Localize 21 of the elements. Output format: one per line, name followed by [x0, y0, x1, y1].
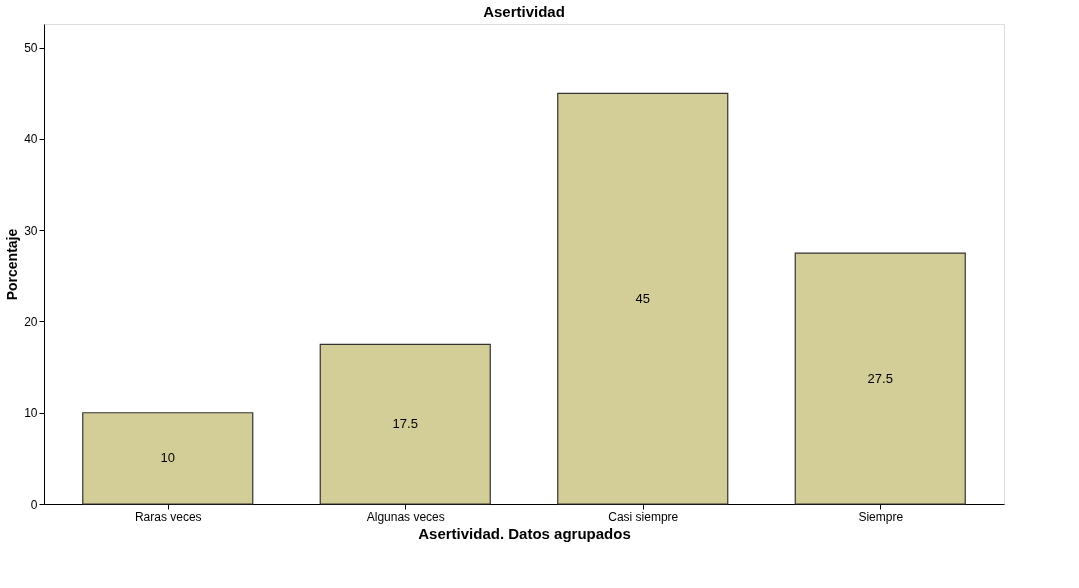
y-tick-label: 0 [30, 497, 38, 512]
bar [319, 343, 491, 505]
x-axis-title: Asertividad. Datos agrupados [418, 524, 631, 542]
data-label: 27.5 [867, 370, 893, 386]
y-axis-title: Porcentaje [4, 228, 21, 301]
y-tick-label: 40 [24, 132, 38, 147]
data-label: 10 [160, 450, 175, 466]
x-tick-label: Siempre [858, 509, 904, 524]
y-tick-label: 50 [24, 41, 38, 56]
chart-title: Asertividad [483, 3, 565, 20]
bar [794, 252, 966, 505]
y-tick-label: 10 [24, 406, 38, 421]
x-tick-label: Algunas veces [366, 509, 445, 524]
x-tick-label: Raras veces [134, 509, 202, 524]
data-label: 45 [635, 290, 650, 306]
x-tick-label: Casi siempre [608, 509, 679, 524]
y-tick-label: 20 [24, 314, 38, 329]
y-tick-label: 30 [24, 223, 38, 238]
bar [557, 92, 729, 505]
data-label: 17.5 [392, 416, 418, 432]
bar [82, 412, 254, 505]
